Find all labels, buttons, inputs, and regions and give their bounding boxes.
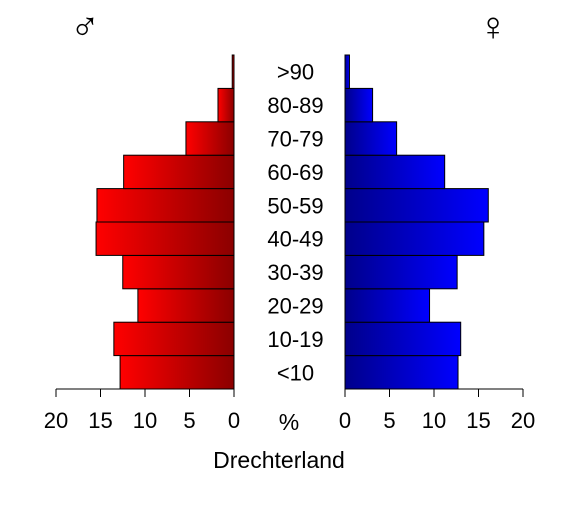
male-bar-0	[119, 355, 235, 390]
category-label-1: 10-19	[267, 327, 323, 352]
left-tick-label-2: 10	[133, 408, 157, 433]
female-bar-5	[344, 188, 489, 223]
category-label-6: 60-69	[267, 160, 323, 185]
right-tick-label-0: 0	[339, 408, 351, 433]
male-bar-1	[113, 321, 235, 357]
female-bar-1	[344, 321, 462, 357]
male-bar-4	[95, 221, 235, 256]
right-tick-label-2: 10	[422, 408, 446, 433]
male-bar-6	[123, 154, 235, 190]
female-bar-9	[344, 54, 350, 89]
category-label-2: 20-29	[267, 294, 323, 319]
bars-layer	[95, 54, 489, 390]
right-tick-label-4: 20	[511, 408, 535, 433]
left-tick-label-3: 15	[88, 408, 112, 433]
right-tick-label-3: 15	[466, 408, 490, 433]
left-tick-label-1: 5	[183, 408, 195, 433]
female-bar-8	[344, 87, 374, 123]
male-bar-7	[185, 121, 235, 156]
category-label-4: 40-49	[267, 227, 323, 252]
female-bar-4	[344, 221, 485, 256]
category-label-7: 70-79	[267, 127, 323, 152]
category-labels: <10 10-19 20-29 30-39 40-49 50-59 60-69 70-79 80…	[267, 60, 323, 386]
male-bar-3	[122, 254, 235, 290]
female-bar-7	[344, 121, 398, 156]
unit-label: %	[279, 409, 299, 435]
female-symbol: ♀	[478, 5, 508, 49]
left-tick-label-4: 20	[44, 408, 68, 433]
left-tick-label-0: 0	[228, 408, 240, 433]
female-bar-2	[344, 288, 431, 323]
category-label-8: 80-89	[267, 93, 323, 118]
female-bar-0	[344, 355, 459, 390]
category-label-9: >90	[277, 60, 314, 85]
female-bar-6	[344, 154, 446, 190]
male-bar-5	[96, 188, 235, 223]
right-tick-label-1: 5	[383, 408, 395, 433]
category-label-0: <10	[277, 360, 314, 385]
chart-title: Drechterland	[213, 447, 345, 473]
male-bar-2	[137, 288, 235, 323]
category-label-3: 30-39	[267, 260, 323, 285]
male-bar-9	[231, 54, 235, 89]
male-symbol: ♂	[70, 5, 100, 49]
male-bar-8	[217, 87, 235, 123]
category-label-5: 50-59	[267, 193, 323, 218]
female-bar-3	[344, 254, 458, 290]
axes-layer: 0 0 5 5 10 10 15 15 20 20	[44, 388, 535, 433]
